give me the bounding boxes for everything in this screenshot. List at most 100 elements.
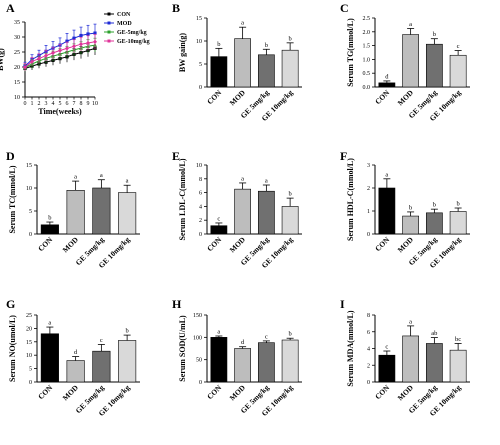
data-point xyxy=(30,59,34,64)
bar-mod xyxy=(234,38,252,88)
category-label: MOD xyxy=(228,88,248,108)
category-label: CON xyxy=(36,383,55,402)
significance-letter: b xyxy=(217,41,220,48)
significance-letter: a xyxy=(385,171,388,178)
bar-mod xyxy=(402,34,419,88)
category-label: CON xyxy=(36,235,55,254)
y-axis-label: Serum TC(mmol/L) xyxy=(8,165,17,233)
y-tick-label: 5 xyxy=(29,209,32,215)
x-tick-label: 2 xyxy=(38,101,41,107)
data-point xyxy=(86,40,90,46)
legend-label: GE-10mg/kg xyxy=(117,39,150,45)
significance-letter: c xyxy=(457,43,460,50)
legend-marker xyxy=(107,39,111,43)
y-tick-label: 0 xyxy=(199,380,202,386)
significance-letter: b xyxy=(433,31,436,38)
significance-letter: b xyxy=(48,215,51,222)
y-tick-label: 2 xyxy=(367,186,370,192)
bar-ge-5mg-kg xyxy=(257,190,275,235)
bar-mod xyxy=(234,348,252,383)
significance-letter: d xyxy=(385,73,389,80)
bar-con xyxy=(378,354,396,383)
category-label: MOD xyxy=(228,383,248,403)
category-label: MOD xyxy=(396,88,416,108)
bar-con xyxy=(378,82,396,88)
y-tick-label: 0 xyxy=(367,380,370,386)
y-tick-label: 2 xyxy=(367,363,370,369)
bar-con xyxy=(378,187,396,235)
bar-con xyxy=(210,225,228,235)
panel-C: C 0.0 0.5 1.0 1.5 2.0 2.5 Serum TG(mmol/L) d CON a… xyxy=(340,1,470,123)
bar-ge-10mg-kg xyxy=(118,340,137,383)
category-label: CON xyxy=(205,235,224,254)
category-label: CON xyxy=(205,383,224,402)
y-tick-label: 1 xyxy=(367,209,370,215)
bar-ge-10mg-kg xyxy=(281,339,299,383)
bar-ge-10mg-kg xyxy=(281,49,299,88)
panel-label: B xyxy=(172,1,180,15)
y-tick-label: 25 xyxy=(14,50,20,56)
data-point xyxy=(72,44,76,49)
x-tick-label: 6 xyxy=(66,101,69,107)
significance-letter: a xyxy=(48,320,51,327)
panel-label: D xyxy=(6,149,15,163)
significance-letter: a xyxy=(265,178,268,185)
category-label: CON xyxy=(373,88,392,107)
data-point xyxy=(65,46,69,51)
y-tick-label: 5 xyxy=(199,62,202,68)
y-tick-label: 3 xyxy=(367,163,370,169)
data-point xyxy=(58,48,62,53)
bar-mod xyxy=(234,188,252,235)
y-tick-label: 20 xyxy=(26,326,32,332)
x-tick-label: 1 xyxy=(31,101,34,107)
bar-con xyxy=(40,333,59,383)
y-tick-label: 0.5 xyxy=(363,71,371,77)
significance-letter: b xyxy=(433,202,436,209)
bar-mod xyxy=(66,190,85,235)
y-tick-label: 2.5 xyxy=(363,16,371,22)
y-tick-label: 8 xyxy=(199,177,202,183)
x-tick-label: 9 xyxy=(87,101,90,107)
bar-mod xyxy=(402,215,419,235)
bar-ge-10mg-kg xyxy=(449,349,467,383)
significance-letter: a xyxy=(217,328,220,335)
significance-letter: b xyxy=(126,328,129,335)
x-tick-label: 8 xyxy=(80,101,83,107)
data-point xyxy=(23,65,27,70)
category-label: MOD xyxy=(228,235,248,255)
significance-letter: c xyxy=(217,215,220,222)
bar-ge-5mg-kg xyxy=(257,342,275,383)
data-point xyxy=(37,56,41,61)
y-tick-label: 10 xyxy=(26,353,32,359)
x-axis-label: Time(weeks) xyxy=(38,107,82,116)
x-tick-label: 4 xyxy=(52,101,55,107)
significance-letter: b xyxy=(289,191,292,198)
significance-letter: a xyxy=(126,178,129,185)
y-tick-label: 35 xyxy=(14,20,20,26)
y-axis-label: Serum HDL-C(mmol/L) xyxy=(346,158,355,241)
category-label: MOD xyxy=(61,235,81,255)
y-tick-label: 10 xyxy=(196,39,202,45)
y-tick-label: 1.0 xyxy=(363,57,371,63)
y-tick-label: 2 xyxy=(199,218,202,224)
bar-ge-5mg-kg xyxy=(425,212,443,235)
panel-label: F xyxy=(340,149,347,163)
category-label: CON xyxy=(205,88,224,107)
y-tick-label: 10 xyxy=(26,186,32,192)
y-tick-label: 4 xyxy=(367,347,370,353)
y-tick-label: 20 xyxy=(14,65,20,71)
y-tick-label: 0.0 xyxy=(363,85,371,91)
legend-marker xyxy=(107,21,111,25)
y-tick-label: 15 xyxy=(26,163,32,169)
data-point xyxy=(44,53,48,58)
bar-ge-5mg-kg xyxy=(425,343,443,383)
bar-con xyxy=(40,224,59,235)
category-label: MOD xyxy=(396,235,416,255)
data-point xyxy=(65,39,69,43)
significance-letter: a xyxy=(241,175,244,182)
legend-marker xyxy=(107,12,111,16)
bar-ge-5mg-kg xyxy=(92,187,111,235)
y-tick-label: 50 xyxy=(196,358,202,364)
y-tick-label: 15 xyxy=(14,80,20,86)
